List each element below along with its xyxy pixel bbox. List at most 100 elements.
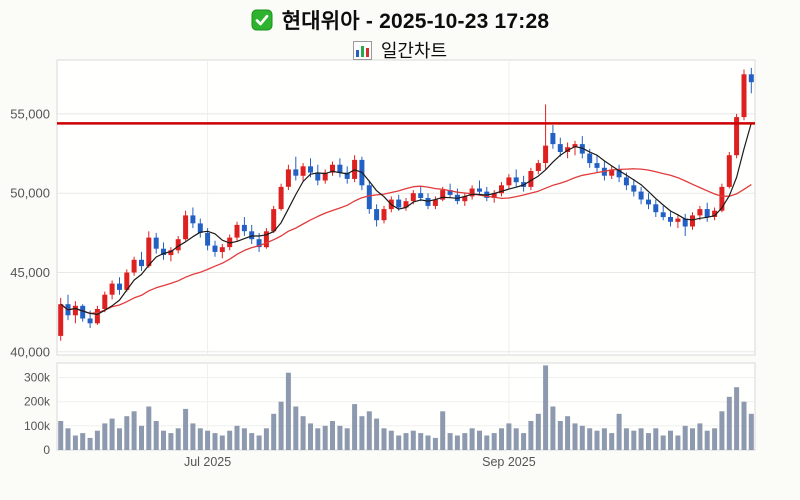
candle-body xyxy=(403,201,409,208)
volume-bar xyxy=(256,435,262,450)
candle-body xyxy=(87,318,93,324)
candle-body xyxy=(719,186,725,211)
volume-bar xyxy=(381,428,387,451)
volume-bar xyxy=(557,421,563,450)
volume-bar xyxy=(506,423,512,450)
candle-body xyxy=(58,304,64,336)
volume-bar xyxy=(219,435,225,450)
volume-bar xyxy=(285,372,291,450)
candle-body xyxy=(94,309,100,324)
volume-bar xyxy=(102,423,108,450)
volume-bar xyxy=(447,433,453,450)
volume-bar xyxy=(271,413,277,451)
volume-bar xyxy=(352,404,358,450)
volume-bar xyxy=(572,423,578,450)
price-tick-label: 40,000 xyxy=(10,344,50,359)
volume-bar xyxy=(410,430,416,450)
candle-body xyxy=(175,239,181,251)
volume-bar xyxy=(521,433,527,450)
volume-bar xyxy=(72,435,78,450)
volume-bar xyxy=(748,413,754,451)
volume-bar xyxy=(300,416,306,450)
candle-body xyxy=(330,164,335,173)
volume-bar xyxy=(322,425,328,450)
volume-bar xyxy=(690,428,695,451)
volume-bar xyxy=(623,428,629,451)
volume-bar xyxy=(131,411,137,450)
candle-body xyxy=(410,193,416,202)
candle-body xyxy=(190,215,196,224)
volume-bar xyxy=(477,430,482,450)
volume-bar xyxy=(146,406,152,450)
candle-body xyxy=(183,215,189,240)
volume-bar xyxy=(396,435,402,450)
volume-bar xyxy=(117,428,122,451)
candle-body xyxy=(249,231,255,240)
volume-bar xyxy=(469,428,475,451)
volume-bar xyxy=(205,430,211,450)
candle-body xyxy=(80,305,86,319)
candle-body xyxy=(263,231,269,248)
volume-bar xyxy=(337,425,343,450)
candle-body xyxy=(440,190,446,200)
candle-body xyxy=(344,172,350,179)
volume-bar xyxy=(631,430,637,450)
candle-body xyxy=(278,186,284,210)
candle-body xyxy=(513,177,519,183)
volume-bar xyxy=(550,406,556,450)
candle-body xyxy=(675,218,681,222)
volume-bar xyxy=(697,423,703,450)
volume-bar xyxy=(124,416,130,450)
candle-body xyxy=(227,237,233,248)
candle-body xyxy=(557,144,563,152)
candle-body xyxy=(572,144,578,148)
volume-bar xyxy=(168,433,174,450)
candle-body xyxy=(124,272,130,290)
volume-tick-label: 100k xyxy=(24,419,51,433)
volume-bar xyxy=(308,423,313,450)
candle-body xyxy=(102,294,108,309)
x-tick-label: Sep 2025 xyxy=(482,455,536,469)
candle-body xyxy=(734,117,740,156)
volume-bar xyxy=(183,408,189,450)
candle-body xyxy=(374,209,380,221)
candle-body xyxy=(587,153,593,164)
volume-bar xyxy=(579,425,585,450)
volume-bar xyxy=(454,435,460,450)
volume-bar xyxy=(249,433,255,450)
candle-body xyxy=(462,196,468,202)
volume-tick-label: 0 xyxy=(43,443,50,457)
volume-bar xyxy=(484,435,490,450)
candle-body xyxy=(726,155,732,187)
volume-bar xyxy=(263,428,269,451)
volume-bar xyxy=(278,401,284,450)
volume-tick-label: 300k xyxy=(24,371,51,385)
volume-bar xyxy=(366,411,372,450)
candle-body xyxy=(660,212,666,218)
candle-body xyxy=(139,259,144,267)
volume-bar xyxy=(528,421,534,450)
candle-body xyxy=(631,185,637,192)
volume-bar xyxy=(87,437,93,450)
candle-body xyxy=(205,232,211,246)
volume-bar xyxy=(403,433,409,450)
volume-bar xyxy=(726,396,732,450)
volume-bar xyxy=(109,418,115,450)
volume-bar xyxy=(153,421,159,450)
volume-bar xyxy=(734,387,740,450)
volume-bar xyxy=(513,428,519,451)
candle-body xyxy=(491,193,497,198)
candle-body xyxy=(646,199,651,205)
volume-bar xyxy=(65,428,71,451)
candle-body xyxy=(704,209,710,217)
candle-body xyxy=(234,224,240,238)
candle-body xyxy=(616,169,622,178)
volume-bar xyxy=(638,428,644,451)
volume-bar xyxy=(293,406,299,450)
volume-bar xyxy=(139,425,144,450)
volume-bar xyxy=(499,428,504,451)
candle-body xyxy=(623,177,629,186)
candle-body xyxy=(153,237,159,249)
candle-body xyxy=(308,166,313,173)
